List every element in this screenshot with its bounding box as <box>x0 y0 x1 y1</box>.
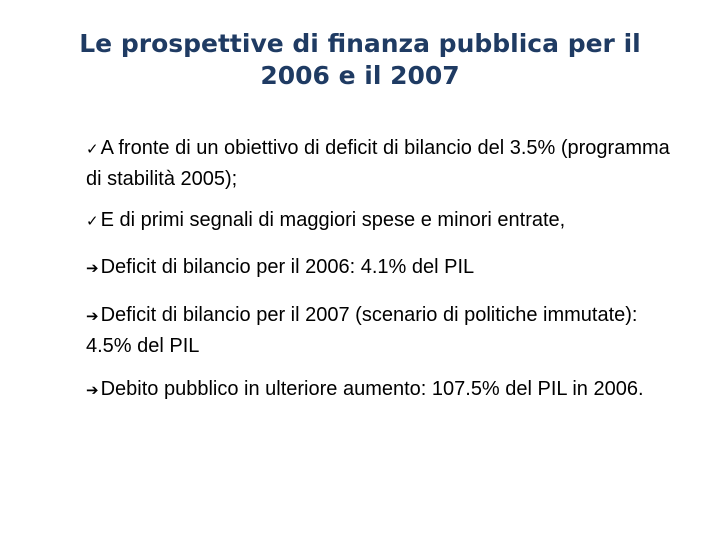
bullet-spending-signals: ✓ E di primi segnali di maggiori spese e … <box>86 205 686 236</box>
bullet-deficit-objective: ✓ A fronte di un obiettivo di deficit di … <box>86 133 686 194</box>
bullet-text: E di primi segnali di maggiori spese e m… <box>100 209 566 231</box>
checkmark-icon: ✓ <box>86 140 99 158</box>
slide-title-line-2: 2006 e il 2007 <box>260 61 460 90</box>
checkmark-icon: ✓ <box>86 212 99 230</box>
slide-title: Le prospettive di finanza pubblica per i… <box>0 28 720 92</box>
arrow-right-icon: ➔ <box>86 381 99 399</box>
slide-title-line-1: Le prospettive di finanza pubblica per i… <box>79 29 641 58</box>
bullet-deficit-2007: ➔ Deficit di bilancio per il 2007 (scenar… <box>86 300 686 361</box>
arrow-right-icon: ➔ <box>86 259 99 277</box>
bullet-text: Deficit di bilancio per il 2007 (scenari… <box>86 304 638 357</box>
bullet-text: A fronte di un obiettivo di deficit di b… <box>86 137 670 190</box>
bullet-public-debt: ➔ Debito pubblico in ulteriore aumento: 1… <box>86 374 686 405</box>
arrow-right-icon: ➔ <box>86 307 99 325</box>
bullet-text: Debito pubblico in ulteriore aumento: 10… <box>100 378 644 400</box>
bullet-deficit-2006: ➔ Deficit di bilancio per il 2006: 4.1% d… <box>86 252 686 283</box>
bullet-text: Deficit di bilancio per il 2006: 4.1% de… <box>100 256 475 278</box>
